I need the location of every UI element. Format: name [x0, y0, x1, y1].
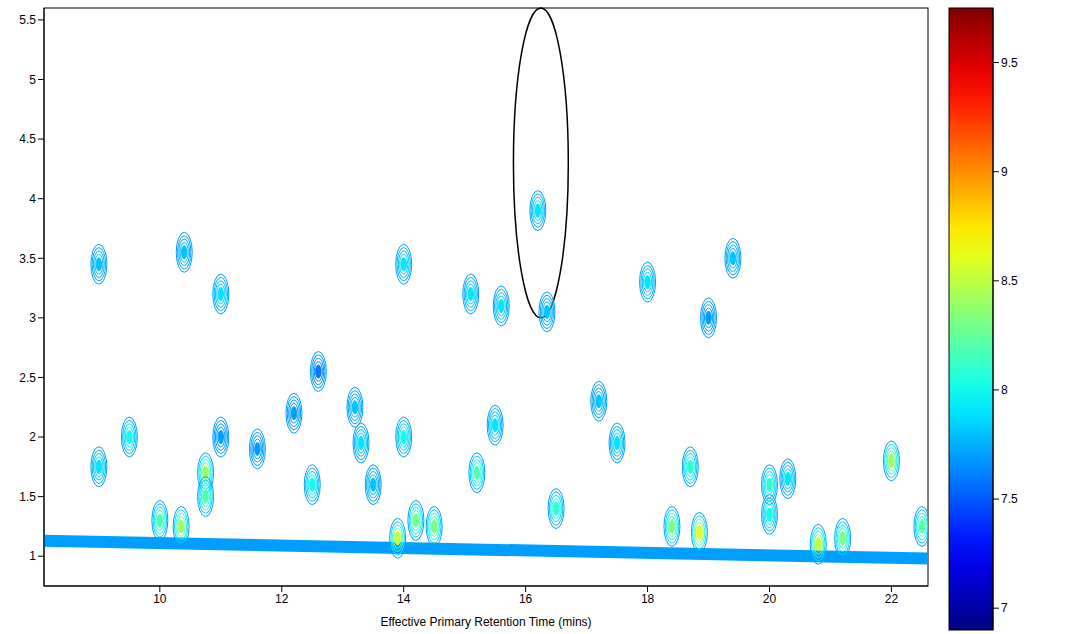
- svg-text:4.5: 4.5: [19, 132, 36, 146]
- svg-text:12: 12: [275, 592, 289, 606]
- svg-text:5: 5: [29, 73, 36, 87]
- svg-text:9.5: 9.5: [1001, 56, 1018, 70]
- svg-text:3: 3: [29, 311, 36, 325]
- svg-text:8.5: 8.5: [1001, 274, 1018, 288]
- svg-text:7: 7: [1001, 601, 1008, 615]
- svg-text:9: 9: [1001, 165, 1008, 179]
- svg-text:2: 2: [29, 430, 36, 444]
- svg-text:1: 1: [29, 549, 36, 563]
- svg-text:Effective Primary Retention Ti: Effective Primary Retention Time (mins): [380, 615, 591, 629]
- svg-text:3.5: 3.5: [19, 252, 36, 266]
- svg-text:7.5: 7.5: [1001, 492, 1018, 506]
- svg-text:16: 16: [519, 592, 533, 606]
- svg-text:8: 8: [1001, 383, 1008, 397]
- svg-text:20: 20: [763, 592, 777, 606]
- svg-text:4: 4: [29, 192, 36, 206]
- svg-text:10: 10: [153, 592, 167, 606]
- svg-text:22: 22: [885, 592, 899, 606]
- svg-text:2.5: 2.5: [19, 371, 36, 385]
- svg-text:18: 18: [641, 592, 655, 606]
- svg-text:1.5: 1.5: [19, 490, 36, 504]
- svg-text:14: 14: [397, 592, 411, 606]
- svg-text:5.5: 5.5: [19, 13, 36, 27]
